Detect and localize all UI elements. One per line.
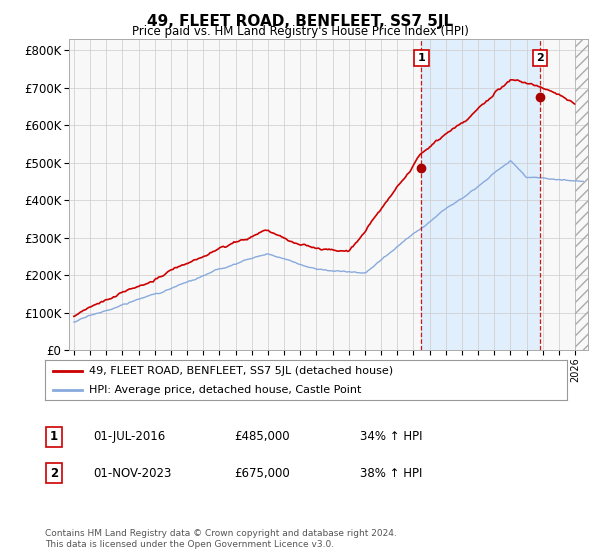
Text: HPI: Average price, detached house, Castle Point: HPI: Average price, detached house, Cast… — [89, 385, 362, 395]
Text: 1: 1 — [50, 430, 58, 444]
Text: 01-JUL-2016: 01-JUL-2016 — [93, 430, 165, 444]
Text: Contains HM Land Registry data © Crown copyright and database right 2024.
This d: Contains HM Land Registry data © Crown c… — [45, 529, 397, 549]
Text: 49, FLEET ROAD, BENFLEET, SS7 5JL: 49, FLEET ROAD, BENFLEET, SS7 5JL — [147, 14, 453, 29]
Text: Price paid vs. HM Land Registry's House Price Index (HPI): Price paid vs. HM Land Registry's House … — [131, 25, 469, 38]
Text: £485,000: £485,000 — [234, 430, 290, 444]
Text: 2: 2 — [50, 466, 58, 480]
Text: 34% ↑ HPI: 34% ↑ HPI — [360, 430, 422, 444]
Text: 49, FLEET ROAD, BENFLEET, SS7 5JL (detached house): 49, FLEET ROAD, BENFLEET, SS7 5JL (detac… — [89, 366, 394, 376]
Text: 1: 1 — [418, 53, 425, 63]
Text: 01-NOV-2023: 01-NOV-2023 — [93, 466, 172, 480]
Text: 38% ↑ HPI: 38% ↑ HPI — [360, 466, 422, 480]
Text: £675,000: £675,000 — [234, 466, 290, 480]
Text: 2: 2 — [536, 53, 544, 63]
Bar — [421, 39, 540, 350]
